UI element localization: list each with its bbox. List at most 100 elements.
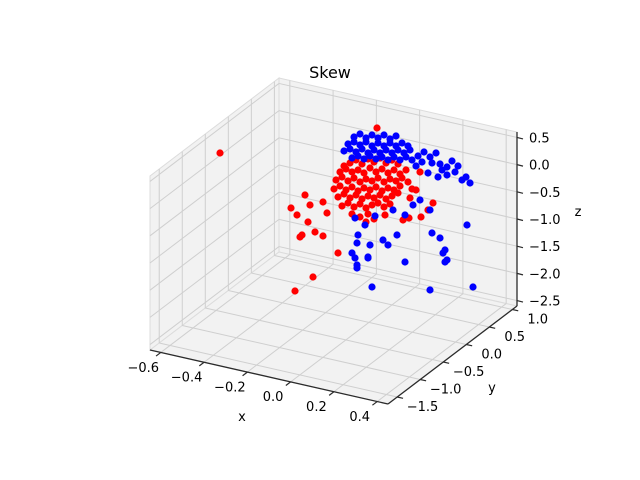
- data-point: [348, 183, 356, 191]
- data-point: [351, 214, 359, 222]
- data-point: [409, 201, 417, 209]
- data-point: [448, 157, 456, 165]
- data-point: [370, 146, 378, 154]
- y-tick: [420, 378, 427, 382]
- data-point: [392, 177, 400, 185]
- data-point: [291, 287, 299, 295]
- data-point: [376, 191, 384, 199]
- z-tick: [516, 191, 524, 194]
- z-grid-right-wall: [278, 246, 518, 302]
- y-tick-label: −1.5: [407, 400, 439, 415]
- z-grid-left-wall: [149, 246, 280, 345]
- data-point: [362, 204, 370, 212]
- red-points: [216, 124, 437, 295]
- data-point: [378, 153, 386, 161]
- data-point: [414, 152, 422, 160]
- data-point: [394, 146, 402, 154]
- data-point: [374, 174, 382, 182]
- z-grid-right-wall: [278, 82, 518, 138]
- y-grid-floor: [228, 290, 467, 345]
- x-grid-floor: [376, 303, 507, 402]
- y-grid-floor: [159, 342, 398, 398]
- data-point: [338, 173, 346, 181]
- data-point: [374, 134, 382, 142]
- data-point: [426, 206, 434, 214]
- data-point: [384, 169, 392, 177]
- data-point: [420, 148, 428, 156]
- data-point: [344, 177, 352, 185]
- data-point: [398, 174, 406, 182]
- data-point: [301, 191, 309, 199]
- data-point: [408, 156, 416, 164]
- data-point: [311, 228, 319, 236]
- data-point: [364, 192, 372, 200]
- x-tick: [328, 391, 335, 396]
- data-point: [293, 211, 301, 219]
- data-point: [362, 175, 370, 183]
- data-point: [434, 173, 442, 181]
- data-point: [323, 209, 331, 217]
- x-tick-label: 0.2: [306, 400, 327, 415]
- x-grid-floor: [247, 273, 377, 373]
- data-point: [356, 200, 364, 208]
- data-point: [366, 241, 374, 249]
- data-point: [401, 211, 409, 219]
- data-point: [389, 206, 397, 214]
- x-tick-label: −0.4: [171, 371, 203, 386]
- x-tick-label: 0.4: [349, 410, 370, 425]
- data-point: [426, 286, 434, 294]
- data-point: [366, 164, 374, 172]
- data-point: [406, 194, 414, 202]
- data-point: [354, 166, 362, 174]
- data-point: [428, 159, 436, 167]
- data-point: [361, 221, 369, 229]
- data-point: [374, 139, 382, 147]
- data-point: [416, 168, 424, 176]
- z-tick-label: −1.0: [529, 213, 561, 228]
- data-point: [356, 130, 364, 138]
- data-point: [356, 178, 364, 186]
- y-tick-label: 0.0: [481, 347, 502, 362]
- data-point: [382, 195, 390, 203]
- data-point: [382, 146, 390, 154]
- data-point: [396, 182, 404, 190]
- data-point: [340, 190, 348, 198]
- data-point: [362, 138, 370, 146]
- blue-points: [340, 130, 477, 294]
- data-point: [408, 185, 416, 193]
- data-point: [334, 193, 342, 201]
- data-point: [306, 201, 314, 209]
- z-axis-label: z: [575, 205, 582, 220]
- data-point: [388, 192, 396, 200]
- data-point: [398, 139, 406, 147]
- y-grid-floor: [251, 272, 490, 328]
- data-point: [348, 154, 356, 162]
- data-point: [336, 182, 344, 190]
- data-point: [368, 177, 376, 185]
- tick-labels: −0.6−0.4−0.20.00.20.4−1.5−1.0−0.50.00.51…: [128, 131, 561, 424]
- data-point: [298, 231, 306, 239]
- data-point: [368, 283, 376, 291]
- data-point: [374, 199, 382, 207]
- data-point: [330, 185, 338, 193]
- data-point: [334, 249, 342, 257]
- data-point: [384, 184, 392, 192]
- z-grid-left-wall: [149, 83, 280, 182]
- data-point: [372, 168, 380, 176]
- data-point: [350, 174, 358, 182]
- data-point: [360, 169, 368, 177]
- z-tick: [516, 136, 524, 140]
- data-point: [364, 254, 372, 262]
- scatter-points: [216, 124, 477, 295]
- z-tick-label: −2.5: [529, 295, 561, 310]
- y-tick: [443, 361, 450, 364]
- x-tick: [285, 381, 291, 387]
- data-point: [443, 171, 451, 179]
- z-grid-right-wall: [278, 191, 518, 247]
- data-point: [469, 283, 477, 291]
- data-point: [396, 156, 404, 164]
- y-tick-label: −1.0: [430, 382, 462, 397]
- data-point: [412, 162, 420, 170]
- data-point: [402, 166, 410, 174]
- data-point: [350, 138, 358, 146]
